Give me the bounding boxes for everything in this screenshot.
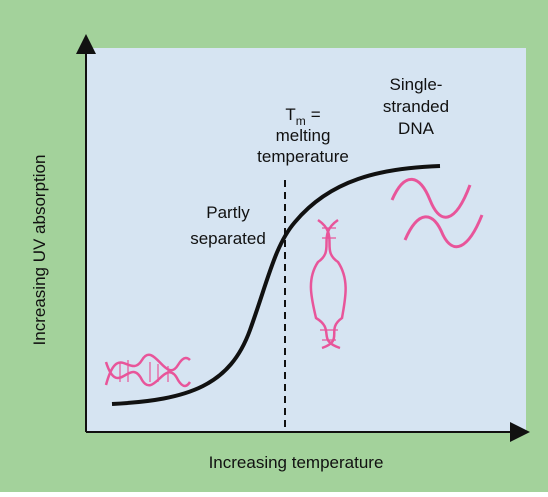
tm-symbol: T — [285, 105, 295, 124]
partly-separated-text: separated — [190, 229, 266, 248]
single-strand-icon — [390, 177, 484, 248]
single-stranded-text: stranded — [383, 97, 449, 116]
double-helix-icon — [104, 353, 192, 388]
melting-curve — [111, 164, 441, 406]
partly-separated-text: Partly — [206, 203, 250, 222]
single-stranded-text: DNA — [398, 119, 435, 138]
tm-heading: Tm = — [285, 105, 320, 128]
x-axis-label: Increasing temperature — [209, 453, 384, 472]
y-axis-label: Increasing UV absorption — [30, 155, 49, 346]
tm-subscript: m — [296, 114, 306, 128]
single-stranded-text: Single- — [390, 75, 443, 94]
tm-line-text: temperature — [257, 147, 349, 166]
partly-separated-icon — [309, 218, 347, 350]
tm-equals: = — [311, 105, 321, 124]
tm-line-text: melting — [276, 126, 331, 145]
plot-panel — [86, 48, 526, 432]
